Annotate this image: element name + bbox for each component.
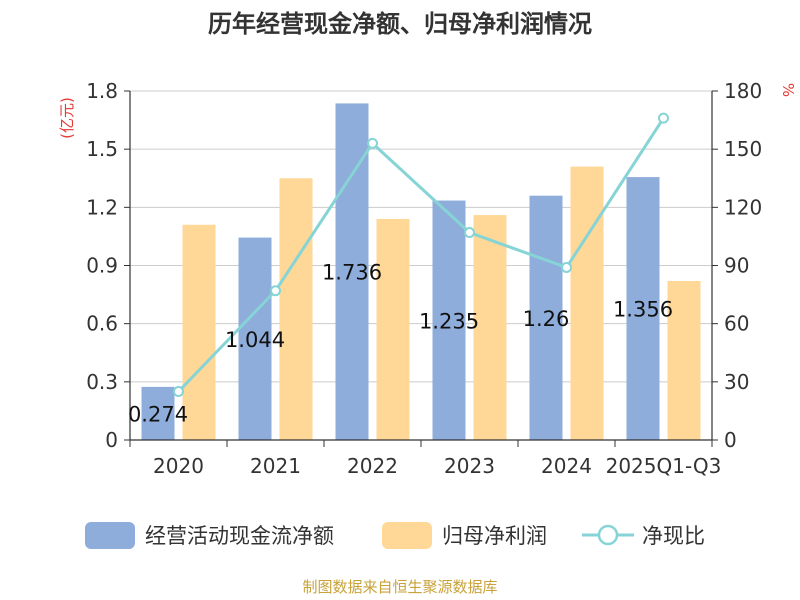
net-profit-bar bbox=[667, 281, 701, 440]
x-tick-label: 2025Q1-Q3 bbox=[606, 454, 722, 478]
y-right-tick-label: 60 bbox=[724, 312, 749, 336]
cashflow-data-label: 1.736 bbox=[322, 261, 382, 285]
y-left-tick-label: 1.8 bbox=[86, 79, 118, 103]
legend-label-cashflow: 经营活动现金流净额 bbox=[145, 524, 334, 548]
ratio-polyline bbox=[177, 117, 665, 393]
ratio-point bbox=[173, 386, 184, 398]
y-right-label: % bbox=[779, 83, 797, 97]
x-tick-label: 2020 bbox=[153, 454, 204, 478]
y-left-label: (亿元) bbox=[58, 97, 76, 139]
y-left-tick-label: 1.5 bbox=[86, 137, 118, 161]
cashflow-bar bbox=[238, 237, 272, 440]
ratio-point bbox=[658, 112, 669, 124]
cashflow-data-label: 1.235 bbox=[419, 309, 479, 333]
y-left-tick-label: 0.6 bbox=[86, 312, 118, 336]
legend-swatch-net-profit bbox=[382, 522, 432, 549]
cashflow-bar bbox=[432, 200, 466, 440]
y-left-tick-label: 0 bbox=[105, 428, 118, 452]
cashflow-bar bbox=[626, 177, 660, 440]
legend-label-ratio: 净现比 bbox=[642, 524, 705, 548]
bars bbox=[141, 103, 701, 441]
cashflow-data-label: 0.274 bbox=[128, 402, 188, 426]
cashflow-bar bbox=[529, 195, 563, 440]
net-profit-bar bbox=[182, 224, 216, 440]
cashflow-data-label: 1.044 bbox=[225, 328, 285, 352]
ratio-point bbox=[464, 227, 475, 239]
chart-title: 历年经营现金净额、归母净利润情况 bbox=[208, 10, 592, 38]
x-tick-label: 2023 bbox=[444, 454, 495, 478]
net-profit-bar bbox=[570, 166, 604, 440]
grid bbox=[130, 90, 712, 383]
source-note: 制图数据来自恒生聚源数据库 bbox=[302, 578, 497, 596]
ratio-line bbox=[173, 112, 669, 398]
y-left-tick-label: 1.2 bbox=[86, 195, 118, 219]
net-profit-bar bbox=[376, 218, 410, 440]
cashflow-data-label: 1.26 bbox=[523, 307, 570, 331]
x-tick-label: 2022 bbox=[347, 454, 398, 478]
y-right-tick-label: 0 bbox=[724, 428, 737, 452]
x-tick-label: 2024 bbox=[541, 454, 592, 478]
net-profit-bar bbox=[473, 215, 507, 440]
net-profit-bar bbox=[279, 178, 313, 440]
y-left-tick-label: 0.9 bbox=[86, 254, 118, 278]
legend-swatch-cashflow bbox=[85, 522, 135, 549]
ratio-point bbox=[561, 261, 572, 273]
data-labels: 0.274 1.044 1.736 1.235 1.26 1.356 bbox=[128, 261, 673, 427]
y-right-tick-label: 120 bbox=[724, 195, 762, 219]
y-right-tick-label: 150 bbox=[724, 137, 762, 161]
y-right-tick-label: 30 bbox=[724, 370, 749, 394]
legend: 经营活动现金流净额 归母净利润 净现比 bbox=[85, 522, 705, 549]
cashflow-bar bbox=[141, 386, 175, 440]
y-right-tick-label: 90 bbox=[724, 254, 749, 278]
axes: 0 0.3 0.6 0.9 1.2 1.5 1.8 0 30 60 90 120 150 180 2020 2… bbox=[86, 79, 762, 478]
cashflow-data-label: 1.356 bbox=[613, 298, 673, 322]
legend-label-net-profit: 归母净利润 bbox=[442, 524, 547, 548]
y-right-tick-label: 180 bbox=[724, 79, 762, 103]
x-tick-label: 2021 bbox=[250, 454, 301, 478]
legend-marker-ratio bbox=[597, 524, 619, 546]
ratio-point bbox=[270, 285, 281, 297]
ratio-point bbox=[367, 137, 378, 149]
y-left-tick-label: 0.3 bbox=[86, 370, 118, 394]
